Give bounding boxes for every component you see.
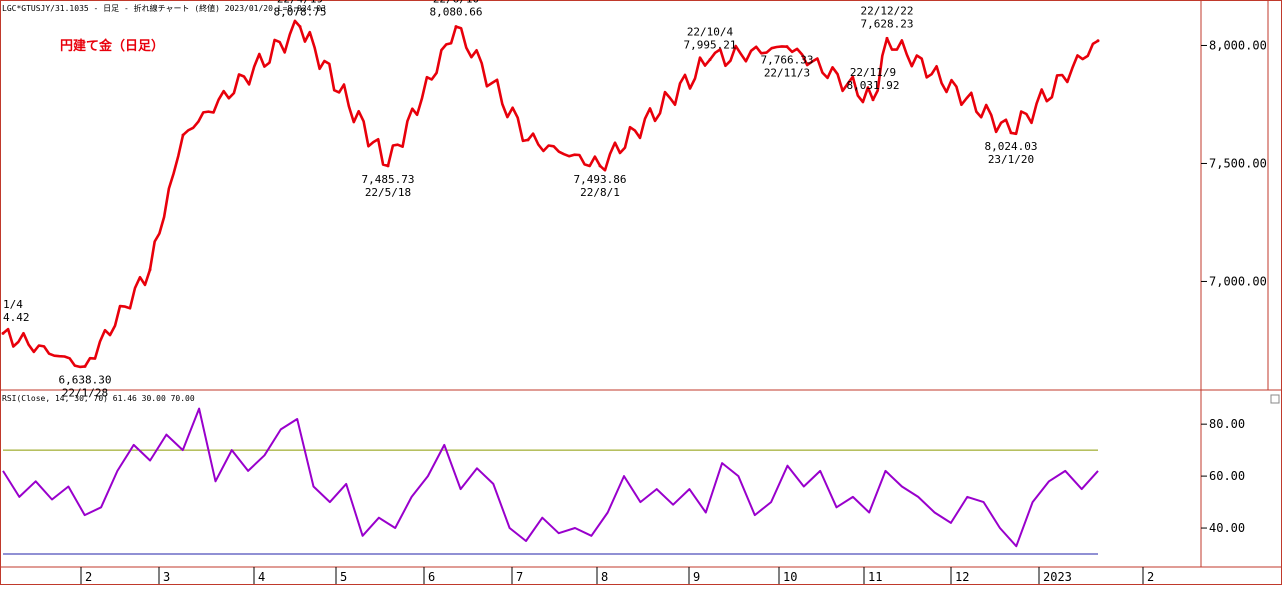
price-key-point bbox=[785, 45, 789, 49]
rsi-line bbox=[2, 407, 1099, 548]
panel-toggle-box bbox=[1270, 394, 1280, 404]
price-key-point bbox=[386, 164, 390, 168]
price-key-point bbox=[148, 268, 152, 272]
price-key-point bbox=[298, 25, 302, 29]
annotation-value: 7,628.23 bbox=[861, 17, 914, 30]
price-key-point bbox=[526, 138, 530, 142]
rsi-tick-label: 80.00 bbox=[1209, 417, 1245, 431]
symbol-header: LGC*GTUSJY/31.1035 - 日足 - 折れ線チャート (終値) 2… bbox=[2, 3, 326, 13]
price-key-point bbox=[1009, 131, 1013, 135]
annotation-date: 22/11/9 bbox=[850, 66, 896, 79]
x-month-label: 6 bbox=[428, 570, 435, 584]
annotation-value: 8,031.92 bbox=[847, 79, 900, 92]
annotation-value: 7,995.21 bbox=[684, 39, 737, 52]
price-key-point bbox=[454, 25, 458, 29]
x-month-label: 11 bbox=[868, 570, 882, 584]
annotation-value: 7,493.86 bbox=[574, 173, 627, 186]
x-month-label: 2 bbox=[85, 570, 92, 584]
price-key-point bbox=[885, 36, 889, 40]
annotation-date: 22/10/4 bbox=[687, 26, 734, 39]
x-month-label: 2023 bbox=[1043, 570, 1072, 584]
x-month-label: 5 bbox=[340, 570, 347, 584]
annotation-value: 8,024.03 bbox=[985, 140, 1038, 153]
x-month-label: 9 bbox=[693, 570, 700, 584]
annotation-date: 22/11/3 bbox=[764, 67, 810, 80]
price-key-point bbox=[1, 331, 5, 335]
price-key-point bbox=[708, 58, 712, 62]
start-label-value: 4.42 bbox=[3, 311, 30, 324]
annotation-date: 22/5/18 bbox=[365, 186, 411, 199]
x-month-label: 2 bbox=[1147, 570, 1154, 584]
price-chart-title: 円建て金（日足） bbox=[60, 38, 164, 54]
price-line bbox=[2, 19, 1099, 369]
annotation-date: 23/1/20 bbox=[988, 153, 1034, 166]
annotation-date: 22/6/10 bbox=[433, 0, 479, 6]
rsi-chart-title: RSI(Close, 14, 30, 70) 61.46 30.00 70.00 bbox=[2, 394, 195, 403]
rsi-tick-label: 40.00 bbox=[1209, 521, 1245, 535]
rsi-tick-label: 60.00 bbox=[1209, 469, 1245, 483]
price-tick-label: 8,000.00 bbox=[1209, 38, 1267, 52]
price-key-point bbox=[1096, 39, 1100, 43]
annotation-value: 7,485.73 bbox=[362, 173, 415, 186]
annotation-date: 22/4/19 bbox=[277, 0, 323, 6]
x-month-label: 3 bbox=[163, 570, 170, 584]
annotation-date: 22/8/1 bbox=[580, 186, 620, 199]
x-month-label: 8 bbox=[601, 570, 608, 584]
annotation-value: 8,080.66 bbox=[430, 6, 483, 19]
price-key-point bbox=[83, 364, 87, 368]
price-key-point bbox=[598, 164, 602, 168]
annotation-date: 22/12/22 bbox=[861, 4, 914, 17]
x-month-label: 4 bbox=[258, 570, 265, 584]
annotation-date: 22/1/28 bbox=[62, 386, 108, 399]
price-key-point bbox=[181, 133, 185, 137]
price-key-point bbox=[871, 98, 875, 102]
price-tick-label: 7,500.00 bbox=[1209, 156, 1267, 170]
annotation-value: 7,766.33 bbox=[761, 54, 814, 67]
price-tick-label: 7,000.00 bbox=[1209, 274, 1267, 288]
x-month-label: 7 bbox=[516, 570, 523, 584]
x-month-label: 10 bbox=[783, 570, 797, 584]
annotation-value: 8,078.75 bbox=[274, 6, 327, 19]
start-label-date: 1/4 bbox=[3, 298, 23, 311]
annotation-value: 6,638.30 bbox=[59, 373, 112, 386]
x-month-label: 12 bbox=[955, 570, 969, 584]
